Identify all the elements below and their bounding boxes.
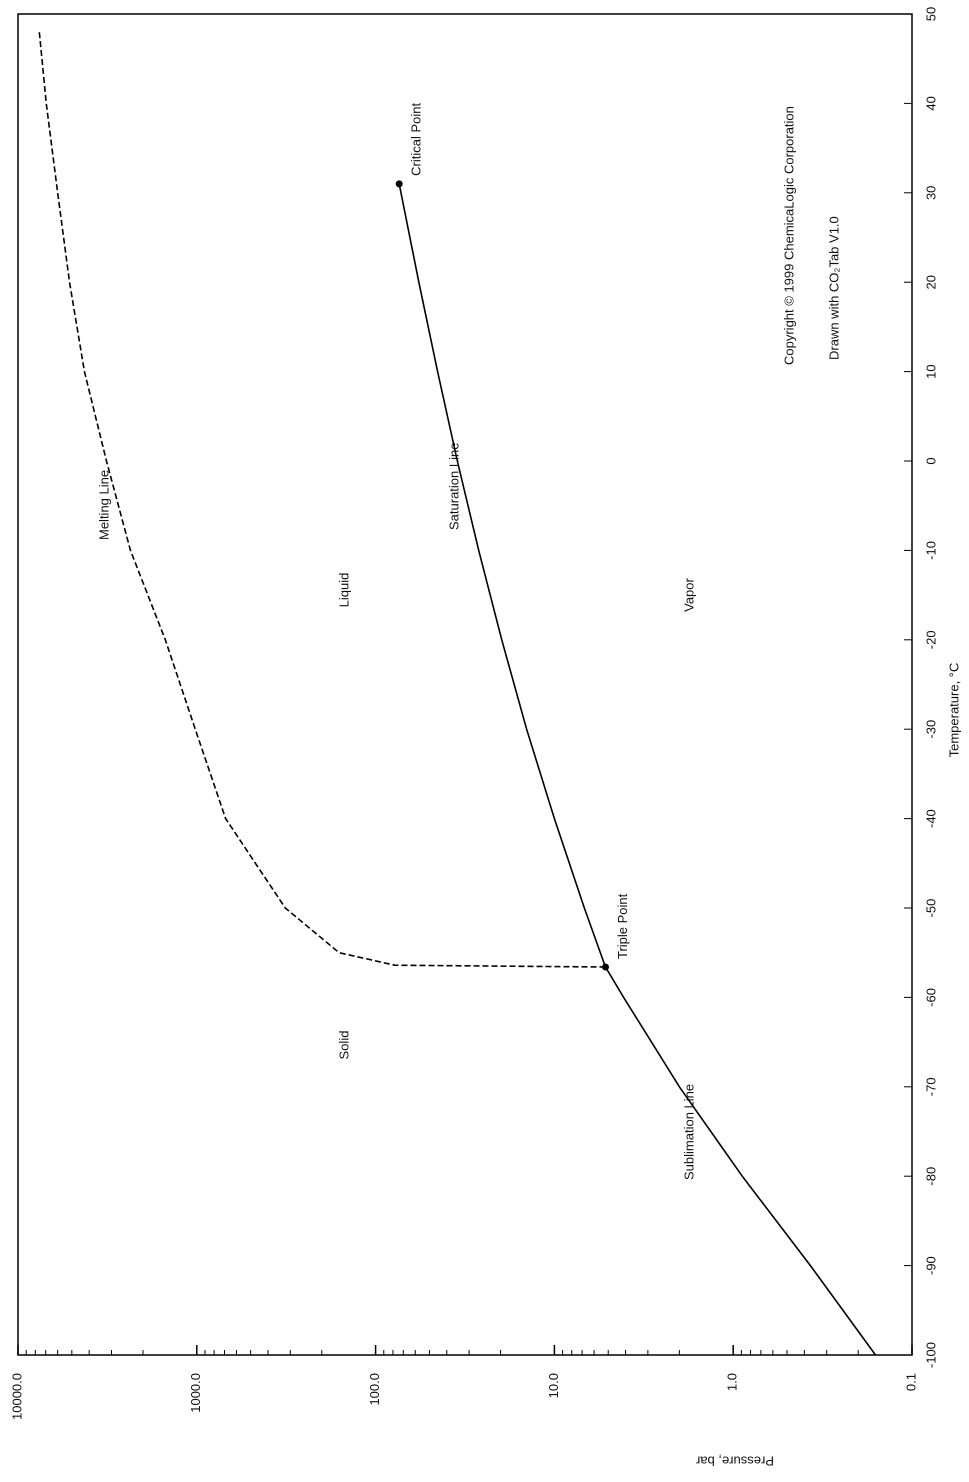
phase-line [605, 967, 875, 1355]
x-tick-label: 10 [923, 364, 938, 378]
region-label: Liquid [336, 573, 351, 608]
point [602, 964, 609, 971]
x-tick-label: -60 [923, 988, 938, 1007]
x-tick-label: 40 [923, 96, 938, 110]
phase-line [399, 184, 605, 967]
y-tick-label: 10.0 [546, 1373, 561, 1398]
page: Temperature, °C Pressure, bar -100-90-80… [0, 0, 969, 1482]
x-tick-label: 0 [923, 457, 938, 464]
chart: Temperature, °C Pressure, bar -100-90-80… [0, 0, 969, 1482]
x-tick-label: -80 [923, 1167, 938, 1186]
x-tick-label: -90 [923, 1256, 938, 1275]
y-tick-label: 0.1 [903, 1373, 918, 1391]
x-axis-title: Temperature, °C [946, 663, 961, 758]
region-label: Solid [336, 1031, 351, 1060]
x-tick-label: -20 [923, 630, 938, 649]
point-label: Critical Point [409, 103, 424, 176]
phase-line [39, 32, 605, 967]
credit: Copyright © 1999 ChemicaLogic Corporatio… [781, 106, 796, 365]
y-tick-label: 1.0 [725, 1373, 740, 1391]
x-tick-label: -30 [923, 720, 938, 739]
rotated-chart: Temperature, °C Pressure, bar -100-90-80… [9, 7, 961, 1469]
x-tick-label: -100 [923, 1342, 938, 1368]
point-label: Triple Point [615, 893, 630, 959]
x-tick-label: -40 [923, 809, 938, 828]
line-label: Sublimation Line [681, 1084, 696, 1180]
x-tick-label: 20 [923, 275, 938, 289]
x-tick-label: -70 [923, 1077, 938, 1096]
region-label: Vapor [681, 577, 696, 611]
x-tick-label: 50 [923, 7, 938, 21]
line-label: Saturation Line [446, 443, 461, 530]
y-tick-label: 10000.0 [9, 1373, 24, 1420]
y-tick-label: 100.0 [367, 1373, 382, 1406]
credit: Drawn with CO₂Tab V1.0 [826, 216, 841, 360]
y-tick-label: 1000.0 [188, 1373, 203, 1413]
point [396, 180, 403, 187]
x-tick-label: 30 [923, 186, 938, 200]
x-tick-label: -50 [923, 899, 938, 918]
x-tick-label: -10 [923, 541, 938, 560]
plot-frame [18, 14, 912, 1355]
line-label: Melting Line [96, 470, 111, 540]
y-axis-title: Pressure, bar [695, 1454, 774, 1469]
